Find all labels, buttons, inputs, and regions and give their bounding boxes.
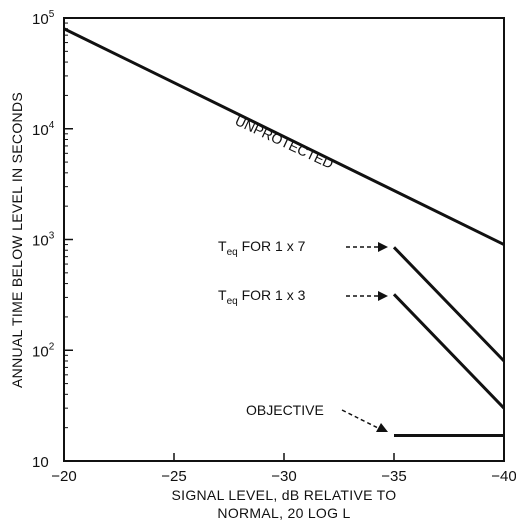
series-line-2 (392, 293, 506, 410)
teq3-sub: eq (227, 296, 238, 307)
x-tick-label: −35 (381, 468, 406, 485)
x-tick-label: −20 (51, 468, 76, 485)
annotation-teq-1x7: Teq FOR 1 x 7 (218, 238, 306, 258)
y-tick-label: 104 (32, 120, 55, 139)
y-tick-label: 103 (32, 231, 55, 250)
annotation-teq-1x3: Teq FOR 1 x 3 (218, 287, 306, 307)
arrowhead-objective (376, 423, 388, 432)
y-tick-label: 102 (32, 341, 55, 360)
x-axis-label-line-2: NORMAL, 20 LOG L (217, 505, 350, 521)
arrowhead-teq-1x3 (378, 291, 388, 301)
arrowhead-teq-1x7 (378, 242, 388, 252)
x-axis-label-line-1: SIGNAL LEVEL, dB RELATIVE TO (172, 487, 397, 503)
series-line-0 (63, 27, 505, 246)
y-axis-label: ANNUAL TIME BELOW LEVEL IN SECONDS (9, 92, 25, 388)
x-axis-ticks: −20 −25 −30 −35 −40 (51, 453, 516, 485)
teq7-sub: eq (227, 247, 238, 258)
series-line-1 (392, 246, 506, 363)
arrow-objective (341, 409, 379, 429)
x-tick-label: −40 (491, 468, 516, 485)
annotation-unprotected: UNPROTECTED (233, 112, 336, 172)
teq7-t: T (218, 238, 227, 254)
y-tick-label: 105 (32, 9, 55, 28)
teq3-t: T (218, 287, 227, 303)
x-tick-label: −25 (161, 468, 186, 485)
series-lines (63, 27, 506, 437)
annotation-objective: OBJECTIVE (246, 402, 324, 418)
y-tick-label: 10 (32, 454, 49, 471)
y-axis-ticks: 10 102 103 104 105 (32, 9, 73, 471)
teq3-rest: FOR 1 x 3 (238, 287, 306, 303)
teq7-rest: FOR 1 x 7 (238, 238, 306, 254)
x-tick-label: −30 (271, 468, 296, 485)
